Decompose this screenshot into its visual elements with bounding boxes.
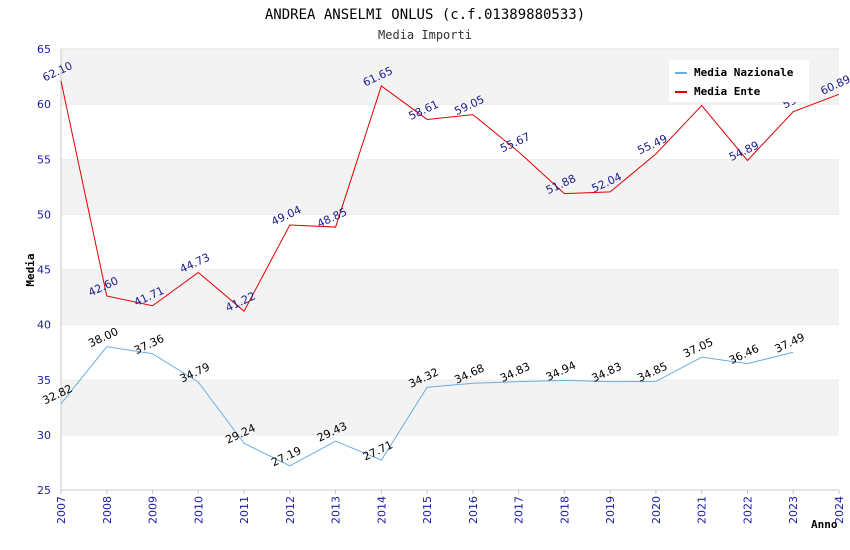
series-line [60,346,794,467]
y-axis-label: Media [24,253,37,286]
x-tick-label: 2019 [604,496,617,524]
y-axis-ticks: 25 30 35 40 45 50 55 60 65 [37,43,51,497]
plot-background-bands [61,48,839,490]
y-tick-label: 35 [37,374,51,387]
x-tick-label: 2011 [238,496,251,524]
x-tick-label: 2009 [147,496,160,524]
x-tick-label: 2016 [467,496,480,524]
series-line [60,80,840,312]
series-lines [60,80,840,467]
x-tick-label: 2017 [513,496,526,524]
x-tick-label: 2021 [696,496,709,524]
y-tick-label: 45 [37,264,51,277]
grid-band [61,379,839,435]
x-tick-label: 2024 [833,496,846,524]
x-tick-label: 2010 [192,496,205,524]
grid-band [61,324,839,380]
x-tick-label: 2015 [421,496,434,524]
legend-box [669,60,809,102]
grid-band [61,159,839,215]
y-tick-label: 60 [37,98,51,111]
y-tick-label: 25 [37,484,51,497]
y-tick-label: 50 [37,208,51,221]
y-tick-label: 30 [37,429,51,442]
grid-band [61,214,839,270]
y-tick-label: 40 [37,319,51,332]
x-tick-label: 2020 [650,496,663,524]
legend-label: Media Nazionale [694,66,794,79]
chart-title: ANDREA ANSELMI ONLUS (c.f.01389880533) [265,7,585,23]
x-tick-label: 2012 [284,496,297,524]
plot-frame [60,49,839,491]
x-tick-label: 2014 [375,496,388,524]
y-tick-label: 65 [37,43,51,56]
x-tick-label: 2013 [330,496,343,524]
x-tick-label: 2007 [55,496,68,524]
y-tick-label: 55 [37,153,51,166]
x-axis-ticks: 2007 2008 2009 2010 2011 2012 2013 2014 2015 2016… [55,490,846,524]
chart-subtitle: Media Importi [378,28,472,42]
x-tick-label: 2022 [741,496,754,524]
x-tick-label: 2008 [101,496,114,524]
x-tick-label: 2018 [558,496,571,524]
grid-band [61,104,839,160]
x-axis-label: Anno [811,518,838,531]
legend: Media Nazionale Media Ente [669,60,809,102]
grid-band [61,434,839,490]
grid-band [61,269,839,325]
x-tick-label: 2023 [787,496,800,524]
legend-label: Media Ente [694,85,761,98]
